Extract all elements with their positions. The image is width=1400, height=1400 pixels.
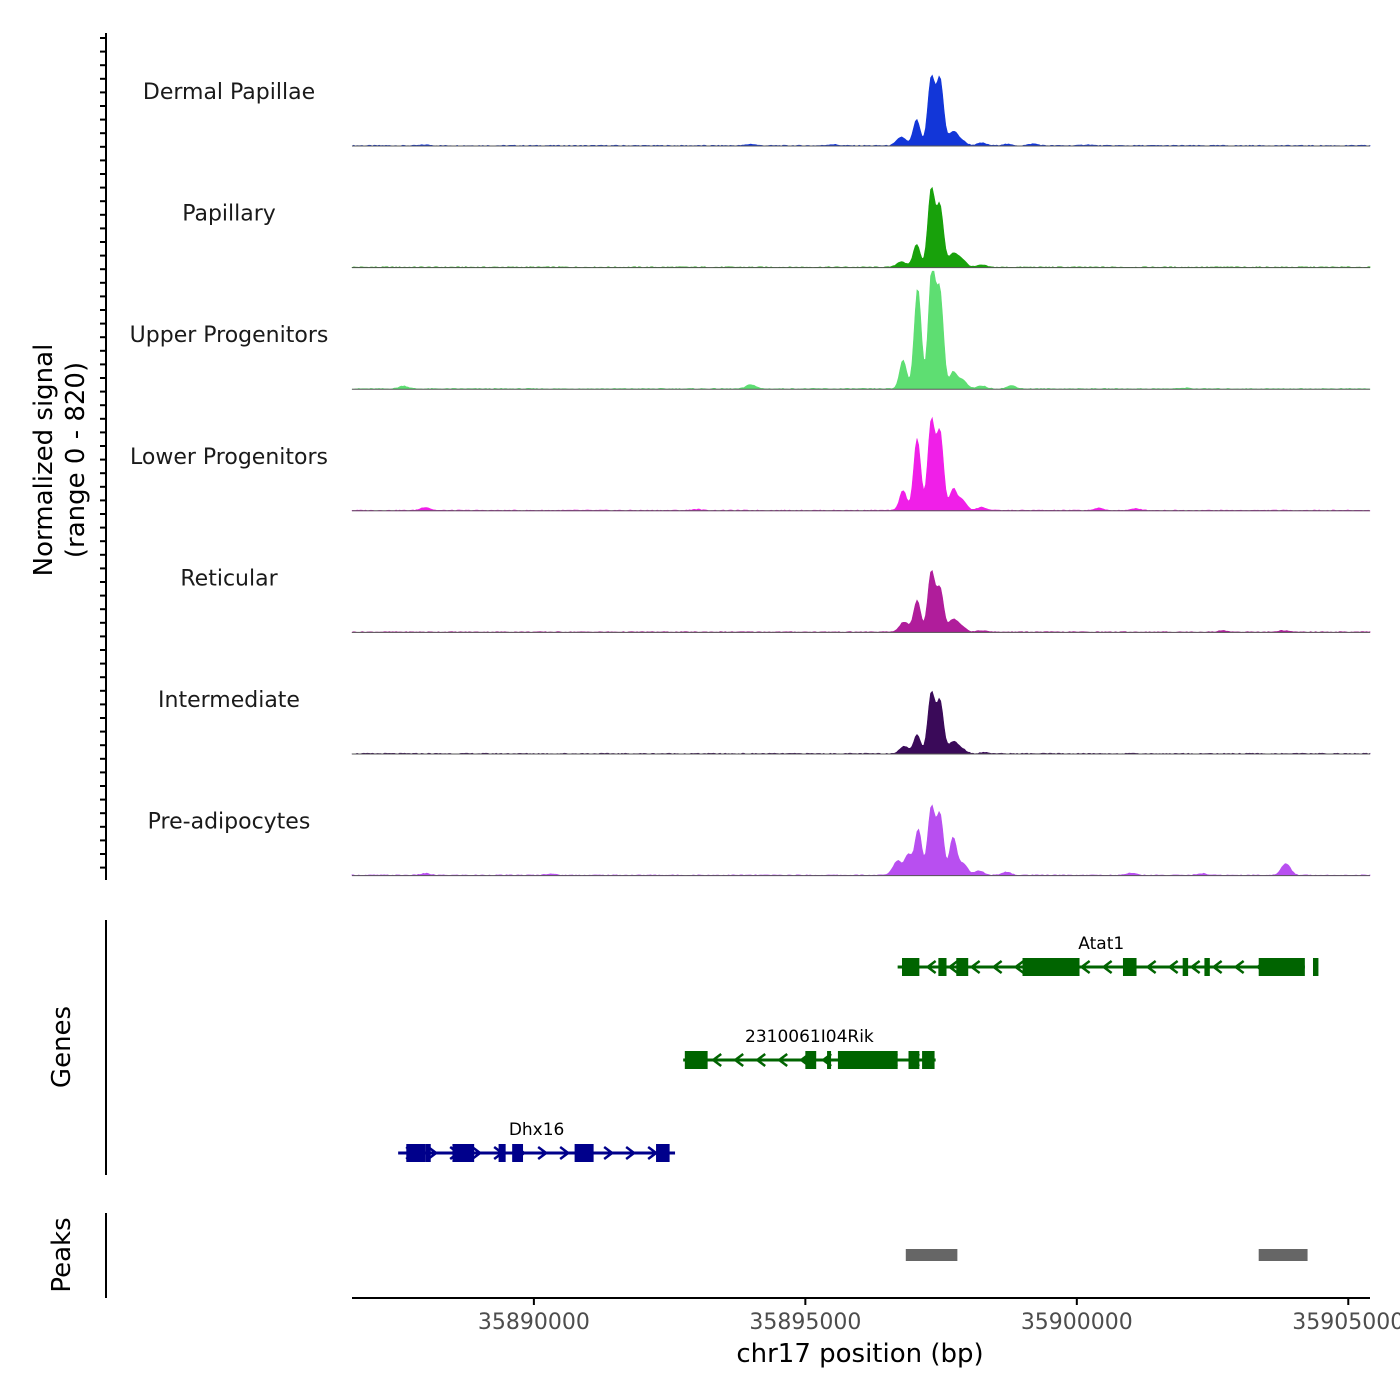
- track-label: Lower Progenitors: [130, 445, 328, 470]
- track-area: [351, 416, 1371, 512]
- x-tick-label: 35900000: [1021, 1310, 1133, 1335]
- peak-region: [905, 1249, 958, 1261]
- gene-label: 2310061I04Rik: [745, 1027, 874, 1047]
- peak-region: [1258, 1249, 1308, 1261]
- gene-exon: [805, 1051, 817, 1069]
- x-axis-title: chr17 position (bp): [736, 1339, 983, 1369]
- gene-exon: [656, 1144, 670, 1162]
- y-axis-range: (range 0 - 820): [61, 362, 91, 558]
- gene-exon: [938, 958, 947, 976]
- gene-exon: [1258, 958, 1305, 976]
- gene-dhx16: Dhx16: [398, 1120, 676, 1162]
- strand-arrow-icon: [603, 1146, 615, 1160]
- gene-exon: [1204, 958, 1210, 976]
- strand-arrow-icon: [733, 1053, 744, 1067]
- track-area: [351, 74, 1371, 147]
- track-reticular: Reticular: [180, 566, 1371, 633]
- track-intermediate: Intermediate: [158, 688, 1371, 755]
- gene-label: Atat1: [1078, 934, 1124, 954]
- strand-arrow-icon: [427, 1146, 439, 1160]
- gene-exon: [1022, 958, 1080, 976]
- gene-exon: [512, 1144, 524, 1162]
- x-tick-label: 35890000: [478, 1310, 590, 1335]
- gene-atat1: Atat1: [897, 934, 1319, 976]
- x-axis-ticks: 35890000 35895000 35900000 35905000: [478, 1298, 1400, 1335]
- track-label: Dermal Papillae: [143, 80, 315, 105]
- gene-exon: [956, 958, 969, 976]
- strand-arrow-icon: [1013, 960, 1025, 974]
- signal-tracks: Dermal Papillae Papillary Upper Progenitor…: [130, 74, 1371, 877]
- gene-exon: [498, 1144, 506, 1162]
- strand-arrow-icon: [1167, 960, 1179, 974]
- gene-exon: [406, 1144, 426, 1162]
- strand-arrow-icon: [1101, 960, 1113, 974]
- strand-arrow-icon: [947, 960, 959, 974]
- gene-exon: [1122, 958, 1137, 976]
- strand-arrow-icon: [559, 1146, 571, 1160]
- peak-track: [905, 1249, 1308, 1261]
- track-label: Intermediate: [158, 688, 300, 713]
- x-tick-label: 35895000: [749, 1310, 861, 1335]
- track-area: [351, 804, 1371, 876]
- track-label: Pre-adipocytes: [148, 810, 311, 835]
- track-area: [351, 690, 1371, 755]
- track-area: [351, 186, 1371, 268]
- track-upper-progenitors: Upper Progenitors: [130, 270, 1371, 390]
- track-lower-progenitors: Lower Progenitors: [130, 416, 1371, 512]
- strand-arrow-icon: [777, 1053, 788, 1067]
- gene-exon: [827, 1051, 832, 1069]
- strand-arrow-icon: [991, 959, 1003, 975]
- track-dermal-papillae: Dermal Papillae: [143, 74, 1371, 147]
- x-tick-label: 35905000: [1292, 1310, 1400, 1335]
- gene-exon: [922, 1051, 935, 1069]
- gene-2310061i04rik: 2310061I04Rik: [683, 1027, 936, 1069]
- strand-arrow-icon: [537, 1146, 549, 1160]
- strand-arrow-icon: [711, 1053, 722, 1067]
- strand-arrow-icon: [1211, 960, 1223, 974]
- gene-exon: [684, 1051, 708, 1069]
- strand-arrow-icon: [1079, 960, 1091, 974]
- gene-exon: [1312, 958, 1319, 976]
- track-area: [351, 270, 1371, 390]
- strand-arrow-icon: [471, 1146, 483, 1160]
- gene-exon: [574, 1144, 594, 1162]
- strand-arrow-icon: [755, 1053, 766, 1067]
- genes-panel-title: Genes: [47, 1006, 77, 1088]
- track-area: [351, 569, 1371, 633]
- strand-arrow-icon: [1233, 960, 1245, 974]
- track-pre-adipocytes: Pre-adipocytes: [148, 804, 1371, 877]
- gene-label: Dhx16: [509, 1120, 565, 1140]
- gene-exon: [837, 1051, 898, 1069]
- gene-track: Atat1 2310061I04Rik Dhx16: [398, 934, 1319, 1162]
- gene-exon: [1182, 958, 1189, 976]
- track-label: Reticular: [180, 566, 278, 591]
- track-papillary: Papillary: [182, 186, 1371, 269]
- strand-arrow-icon: [1145, 960, 1157, 974]
- track-label: Upper Progenitors: [130, 323, 329, 348]
- gene-exon: [452, 1144, 475, 1162]
- gene-exon: [908, 1051, 920, 1069]
- track-label: Papillary: [182, 202, 276, 227]
- strand-arrow-icon: [925, 960, 937, 974]
- signal-y-ticks: [100, 37, 106, 869]
- gene-exon: [901, 958, 920, 976]
- y-axis-title: Normalized signal: [29, 344, 59, 577]
- peaks-panel-title: Peaks: [47, 1217, 77, 1292]
- strand-arrow-icon: [625, 1146, 637, 1160]
- strand-arrow-icon: [1189, 960, 1201, 974]
- strand-arrow-icon: [969, 960, 981, 974]
- gene-exon: [425, 1144, 431, 1162]
